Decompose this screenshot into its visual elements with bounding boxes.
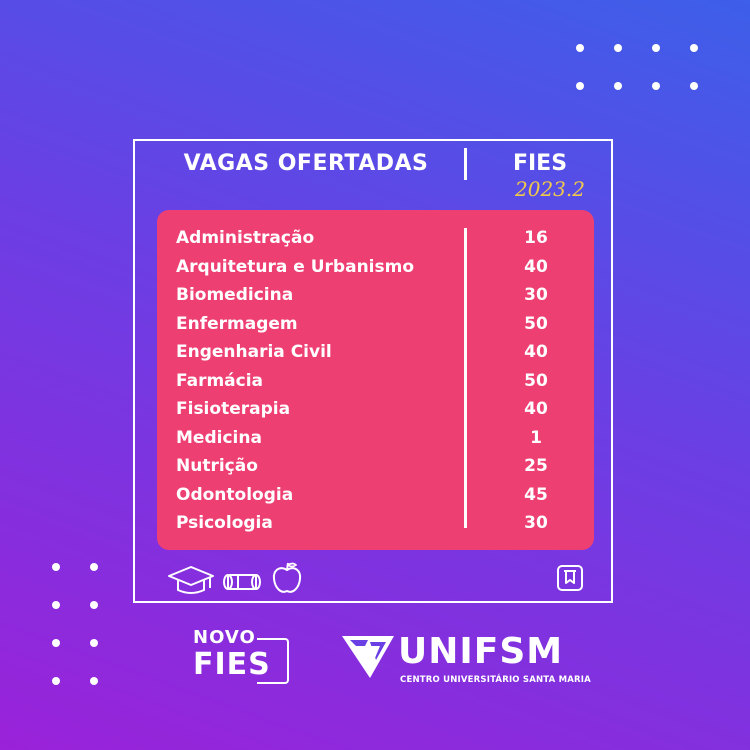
course-name: Odontologia xyxy=(176,484,294,505)
unifsm-emblem-icon xyxy=(342,636,394,678)
decor-dot xyxy=(576,44,584,52)
course-vagas: 40 xyxy=(524,399,548,419)
header-year: 2023.2 xyxy=(515,177,585,201)
novo-fies-logo: NOVO FIES xyxy=(193,628,299,688)
unifsm-subtitle: CENTRO UNIVERSITÁRIO SANTA MARIA xyxy=(400,675,591,685)
table-row: Enfermagem 50 xyxy=(176,310,566,338)
decor-dot xyxy=(690,44,698,52)
decor-dot xyxy=(652,44,660,52)
table-row: Nutrição 25 xyxy=(176,452,566,480)
unifsm-logo: UNIFSM CENTRO UNIVERSITÁRIO SANTA MARIA xyxy=(340,630,591,690)
course-vagas: 40 xyxy=(524,342,548,362)
decor-dot xyxy=(576,82,584,90)
course-vagas: 30 xyxy=(524,513,548,533)
table-row: Engenharia Civil 40 xyxy=(176,338,566,366)
apple-icon xyxy=(272,562,302,593)
table-row: Odontologia 45 xyxy=(176,481,566,509)
logo-novo-text: NOVO xyxy=(193,627,256,648)
course-vagas: 1 xyxy=(530,427,542,448)
course-name: Medicina xyxy=(176,427,262,448)
unifsm-name: UNIFSM xyxy=(398,631,564,672)
course-name: Administração xyxy=(176,228,315,248)
table-row: Arquitetura e Urbanismo 40 xyxy=(176,253,566,281)
course-vagas: 45 xyxy=(524,484,548,505)
course-name: Nutrição xyxy=(176,456,258,476)
diploma-icon xyxy=(223,574,261,590)
courses-panel xyxy=(157,210,594,550)
decor-dot xyxy=(90,677,98,685)
table-row: Fisioterapia 40 xyxy=(176,395,566,423)
table-row: Medicina 1 xyxy=(176,424,566,452)
header-title: VAGAS OFERTADAS xyxy=(183,151,429,176)
course-name: Farmácia xyxy=(176,370,264,391)
logo-bracket-shape xyxy=(257,638,289,684)
table-row: Administração 16 xyxy=(176,224,566,252)
decor-dot xyxy=(90,563,98,571)
book-icon xyxy=(557,565,583,591)
graduation-cap-icon xyxy=(168,566,214,594)
card-frame xyxy=(133,139,613,603)
decor-dot xyxy=(90,601,98,609)
course-vagas: 30 xyxy=(524,285,548,305)
course-vagas: 25 xyxy=(524,456,548,476)
decor-dot xyxy=(614,82,622,90)
course-name: Arquitetura e Urbanismo xyxy=(176,256,415,277)
course-vagas: 16 xyxy=(524,228,548,248)
course-name: Psicologia xyxy=(176,513,273,533)
logo-fies-text: FIES xyxy=(193,647,271,682)
decor-dot xyxy=(690,82,698,90)
course-vagas: 40 xyxy=(524,256,548,277)
header-divider xyxy=(464,148,467,180)
course-name: Fisioterapia xyxy=(176,399,291,419)
course-name: Biomedicina xyxy=(176,285,294,305)
decor-dot xyxy=(52,563,60,571)
decor-dot xyxy=(52,601,60,609)
decor-dot xyxy=(652,82,660,90)
table-row: Biomedicina 30 xyxy=(176,281,566,309)
decor-dot xyxy=(52,677,60,685)
column-divider xyxy=(464,228,467,528)
header-program: FIES xyxy=(512,151,568,176)
course-vagas: 50 xyxy=(524,313,548,334)
decor-dot xyxy=(52,639,60,647)
decor-dot xyxy=(90,639,98,647)
course-name: Enfermagem xyxy=(176,313,298,334)
decor-dot xyxy=(614,44,622,52)
table-row: Farmácia 50 xyxy=(176,367,566,395)
course-vagas: 50 xyxy=(524,370,548,391)
course-name: Engenharia Civil xyxy=(176,342,332,362)
table-row: Psicologia 30 xyxy=(176,509,566,537)
